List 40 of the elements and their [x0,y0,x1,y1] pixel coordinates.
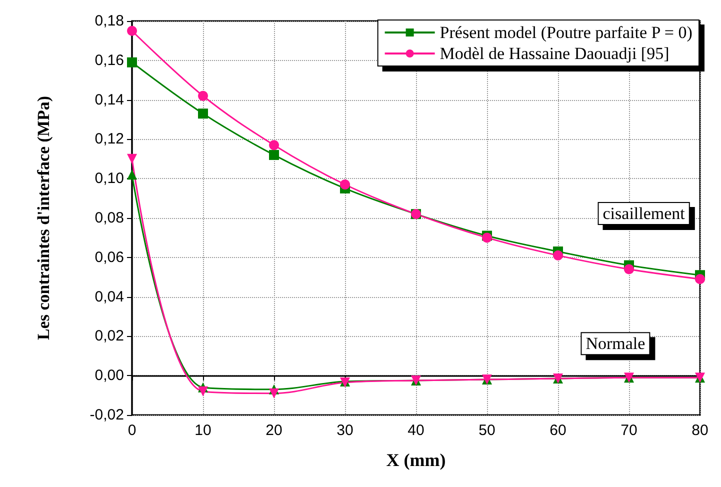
annotation: cisaillement [602,204,686,224]
y-tick-label: 0,10 [94,170,124,188]
point [127,170,137,180]
annotation: Normale [586,334,646,354]
point [127,57,137,68]
x-axis-title: X (mm) [386,450,446,470]
y-tick-label: 0,08 [94,210,124,226]
x-tick-label: 60 [550,422,566,439]
x-tick-label: 40 [408,422,424,439]
y-tick-label: 0,16 [94,52,124,69]
x-tick-label: 80 [692,422,708,439]
point [624,264,634,274]
legend-label: Modèl de Hassaine Daouadji [95] [440,44,670,63]
point [695,274,705,284]
y-tick-label: 0,00 [94,367,124,384]
legend-label: Présent model (Poutre parfaite P = 0) [440,23,692,42]
x-tick-label: 0 [128,422,136,439]
x-tick-label: 70 [620,422,638,439]
x-tick-label: 30 [336,422,354,439]
y-tick-label: 0,04 [94,288,124,306]
y-tick-label: 0,14 [94,91,124,108]
y-tick-label: 0,06 [94,248,124,266]
y-axis-title: Les contraintes d'interface (MPa) [34,96,53,340]
point [127,154,137,164]
x-tick-label: 10 [194,422,212,439]
point [269,150,279,160]
point [269,140,279,150]
point [553,250,563,260]
point [198,90,208,101]
y-tick-label: 0,02 [94,328,124,345]
point [198,386,208,396]
x-tick-label: 20 [266,422,282,439]
point [198,108,208,119]
point [127,26,137,36]
point [269,388,279,398]
y-tick-label: 0,12 [94,130,124,148]
x-tick-label: 50 [478,422,496,439]
point [340,180,350,190]
y-tick-label: 0,18 [94,12,124,30]
y-tick-label: -0,02 [90,406,124,424]
